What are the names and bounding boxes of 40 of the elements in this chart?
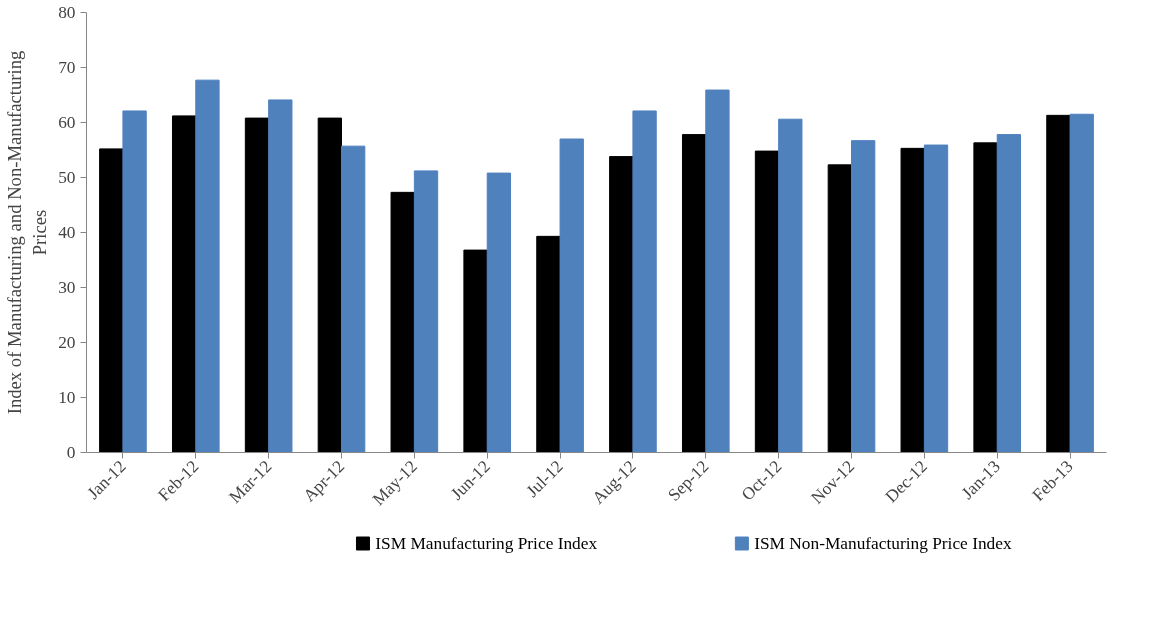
y-tick-label: 80 [58, 3, 76, 22]
bar [195, 79, 220, 453]
legend-label: ISM Non-Manufacturing Price Index [754, 534, 1012, 553]
bar [1046, 114, 1071, 453]
bar [559, 138, 584, 453]
bar [1069, 113, 1094, 453]
y-tick-label: 10 [58, 388, 76, 407]
bar [317, 117, 342, 453]
bar [851, 140, 876, 453]
y-tick-label: 20 [58, 333, 76, 352]
bar [171, 115, 197, 453]
bar [341, 145, 366, 453]
bar [754, 150, 780, 453]
bar [705, 89, 730, 453]
bar [923, 144, 949, 453]
legend-label: ISM Manufacturing Price Index [375, 534, 598, 553]
bar [390, 191, 415, 453]
bar [632, 110, 657, 453]
y-tick-label: 40 [58, 223, 76, 242]
bar [900, 147, 925, 453]
bar [244, 117, 270, 453]
bar [681, 134, 707, 453]
bar [268, 99, 293, 453]
bar [536, 235, 561, 453]
bar [973, 142, 998, 453]
bar [99, 148, 124, 453]
y-tick-label: 70 [58, 58, 76, 77]
y-tick-label: 50 [58, 168, 76, 187]
bar [996, 134, 1022, 453]
y-tick-label: 60 [58, 113, 76, 132]
y-tick-label: 30 [58, 278, 76, 297]
y-axis-title: Index of Manufacturing and Non-Manufacturing Prices [3, 50, 51, 415]
bar [463, 249, 488, 453]
bar [827, 164, 852, 453]
bar [122, 110, 147, 453]
bar [413, 170, 439, 453]
bar [778, 118, 803, 453]
bar [609, 156, 634, 453]
bar [486, 172, 512, 453]
y-tick-label: 0 [66, 443, 76, 462]
